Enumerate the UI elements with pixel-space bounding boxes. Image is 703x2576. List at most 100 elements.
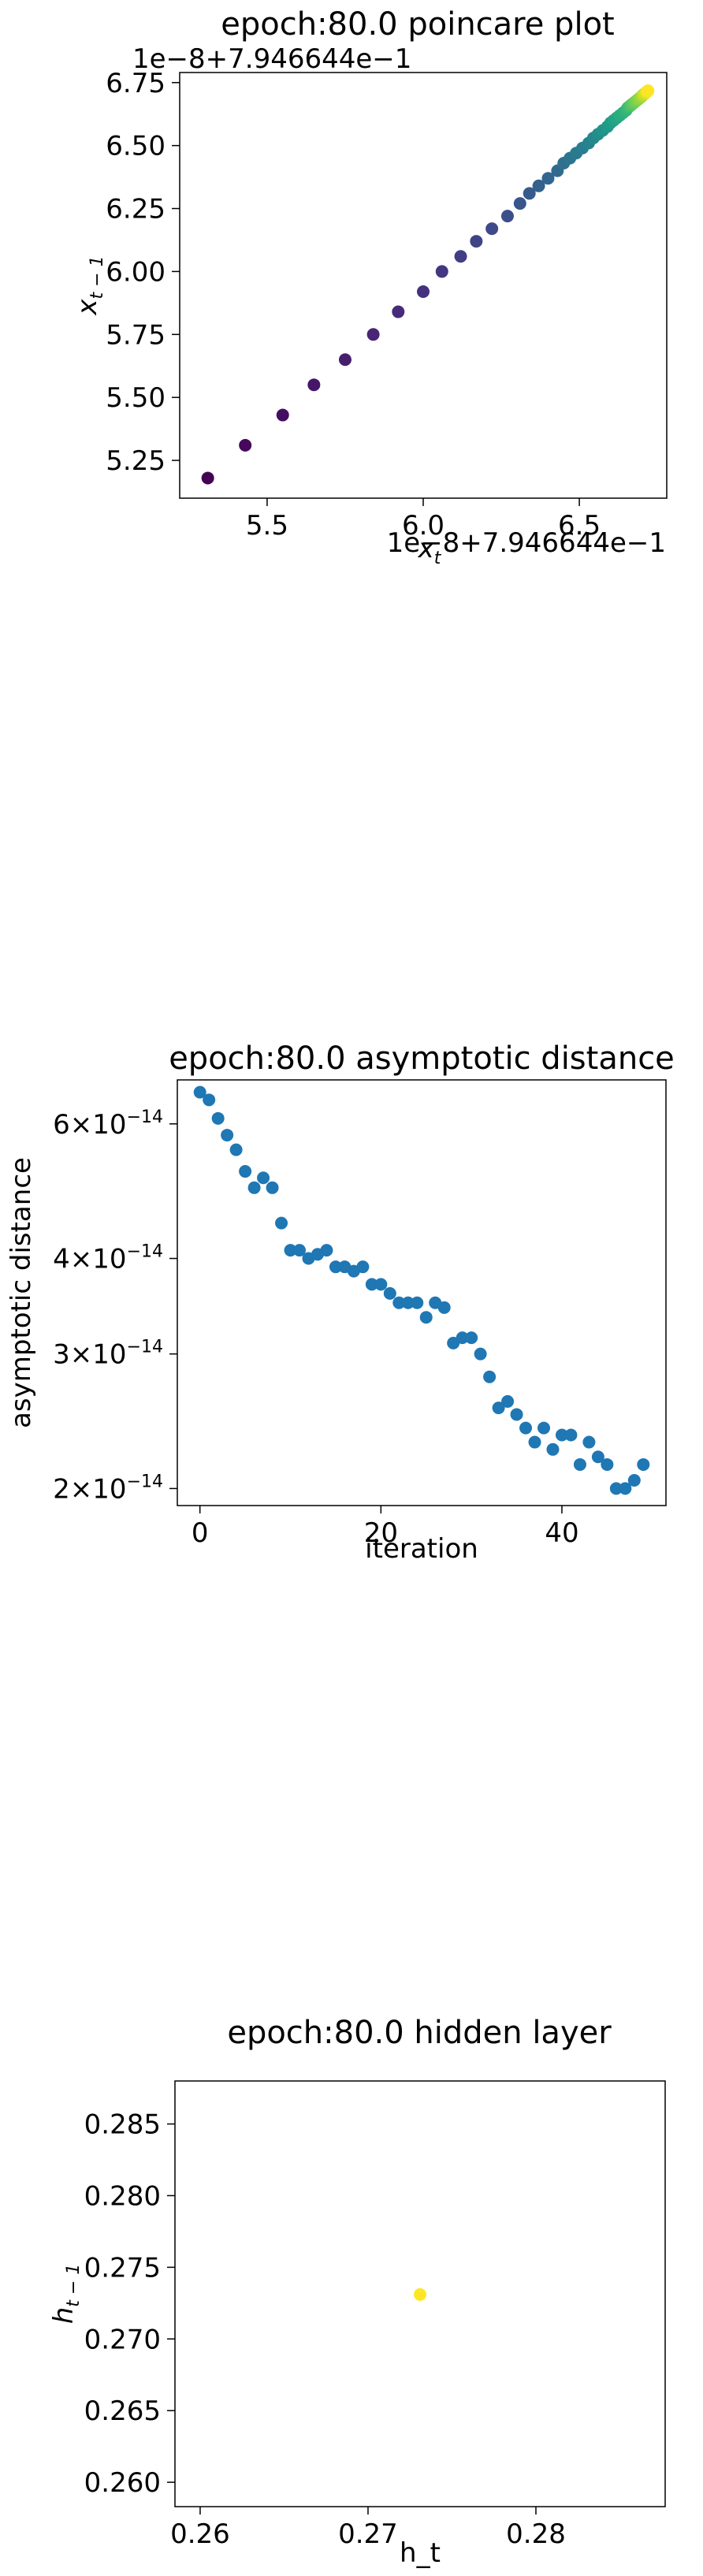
x-axis-label: h_t xyxy=(400,2537,441,2569)
plot-area xyxy=(177,1079,667,1506)
x-tick-label: 5.5 xyxy=(246,510,288,542)
scatter-points xyxy=(414,2288,426,2301)
data-point xyxy=(582,1435,596,1449)
data-point xyxy=(591,1450,604,1464)
x-tick-label: 6.5 xyxy=(558,510,601,542)
data-point xyxy=(437,1301,451,1314)
data-point xyxy=(528,1435,541,1449)
y-axis-label: xt − 1 xyxy=(72,255,107,315)
data-point xyxy=(276,408,289,422)
data-point xyxy=(465,1331,478,1345)
poincare-plot-chart: epoch:80.0 poincare plot 1e−8+7.946644e−… xyxy=(72,6,668,568)
data-point xyxy=(510,1408,523,1421)
data-point xyxy=(284,1244,297,1257)
data-point xyxy=(555,1428,568,1442)
y-axis-ticks: 0.260 0.265 0.270 0.275 0.280 0.285 xyxy=(84,2109,175,2499)
asymptotic-distance-chart: epoch:80.0 asymptotic distance 0 20 40 2×1… xyxy=(6,1040,675,1565)
data-point xyxy=(203,1093,216,1107)
data-point xyxy=(247,1181,261,1194)
x-axis-ticks: 5.5 6.0 6.5 xyxy=(246,498,601,542)
x-tick-label: 20 xyxy=(364,1517,398,1549)
data-point xyxy=(307,378,321,392)
chart-title: epoch:80.0 asymptotic distance xyxy=(169,1040,675,1077)
data-point xyxy=(356,1260,370,1274)
data-point xyxy=(501,1394,515,1408)
data-point xyxy=(470,235,483,248)
data-point xyxy=(417,285,430,298)
data-point xyxy=(366,328,380,341)
data-point xyxy=(239,1165,252,1178)
y-tick-label: 6.25 xyxy=(106,194,166,225)
data-point xyxy=(365,1278,378,1291)
x-tick-label: 0 xyxy=(192,1517,209,1549)
x-tick-label: 40 xyxy=(545,1517,578,1549)
plot-area xyxy=(174,2080,666,2507)
data-point xyxy=(609,1482,623,1495)
y-tick-label: 0.265 xyxy=(84,2395,161,2427)
y-offset-label: 1e−8+7.946644e−1 xyxy=(132,43,411,75)
y-tick-label: 6.50 xyxy=(106,131,166,162)
data-point xyxy=(257,1171,270,1185)
data-point xyxy=(474,1347,487,1361)
y-tick-label: 4×10−14 xyxy=(53,1242,163,1275)
data-point xyxy=(221,1129,234,1142)
data-point xyxy=(338,353,352,367)
data-point xyxy=(483,1370,497,1383)
y-tick-label: 5.75 xyxy=(106,319,166,351)
scatter-points xyxy=(193,1085,650,1495)
x-tick-label: 0.26 xyxy=(170,2518,230,2550)
data-point xyxy=(492,1402,505,1415)
data-point xyxy=(541,172,555,185)
y-tick-label: 6.75 xyxy=(106,68,166,99)
data-point xyxy=(383,1286,396,1300)
data-point xyxy=(537,1421,550,1435)
data-point xyxy=(411,1296,424,1309)
y-axis-ticks: 2×10−14 3×10−14 4×10−14 6×10−14 xyxy=(53,1107,177,1505)
x-tick-label: 0.28 xyxy=(506,2518,566,2550)
y-axis-label: asymptotic distance xyxy=(6,1157,37,1428)
data-point xyxy=(229,1143,243,1156)
data-point xyxy=(275,1216,288,1230)
data-point xyxy=(637,1457,650,1471)
chart-title: epoch:80.0 poincare plot xyxy=(221,6,614,43)
data-point xyxy=(513,197,526,210)
scatter-points xyxy=(201,84,655,485)
y-tick-label: 0.275 xyxy=(84,2252,161,2284)
data-point xyxy=(435,265,448,278)
data-point xyxy=(239,438,252,452)
y-tick-label: 6.00 xyxy=(106,256,166,288)
data-point xyxy=(392,305,405,318)
y-axis-ticks: 5.25 5.50 5.75 6.00 6.25 6.50 6.75 xyxy=(106,68,180,477)
data-point xyxy=(642,84,655,98)
data-point xyxy=(546,1442,560,1456)
data-point xyxy=(266,1181,279,1194)
chart-title: epoch:80.0 hidden layer xyxy=(227,2015,612,2051)
data-point xyxy=(627,1474,641,1487)
data-point xyxy=(573,1457,586,1471)
data-point xyxy=(320,1244,333,1257)
data-point xyxy=(532,179,545,192)
data-point xyxy=(454,250,467,263)
y-tick-label: 3×10−14 xyxy=(53,1338,163,1371)
y-tick-label: 0.285 xyxy=(84,2109,161,2141)
data-point xyxy=(456,1331,469,1345)
y-tick-label: 5.50 xyxy=(106,382,166,414)
data-point xyxy=(601,1457,614,1471)
y-tick-label: 2×10−14 xyxy=(53,1472,163,1505)
y-axis-label: ht − 1 xyxy=(48,2264,84,2325)
data-point xyxy=(374,1278,388,1291)
x-tick-label: 6.0 xyxy=(402,510,444,542)
data-point xyxy=(485,222,499,236)
x-axis-ticks: 0 20 40 xyxy=(192,1506,579,1549)
data-point xyxy=(519,1421,533,1435)
data-point xyxy=(414,2288,426,2301)
y-tick-label: 0.270 xyxy=(84,2324,161,2355)
x-axis-label: iteration xyxy=(365,1533,478,1565)
data-point xyxy=(201,471,214,485)
data-point xyxy=(564,1428,578,1442)
x-tick-label: 0.27 xyxy=(338,2518,398,2550)
y-tick-label: 6×10−14 xyxy=(53,1107,163,1141)
data-point xyxy=(500,210,514,223)
data-point xyxy=(401,1296,415,1309)
data-point xyxy=(329,1260,342,1274)
